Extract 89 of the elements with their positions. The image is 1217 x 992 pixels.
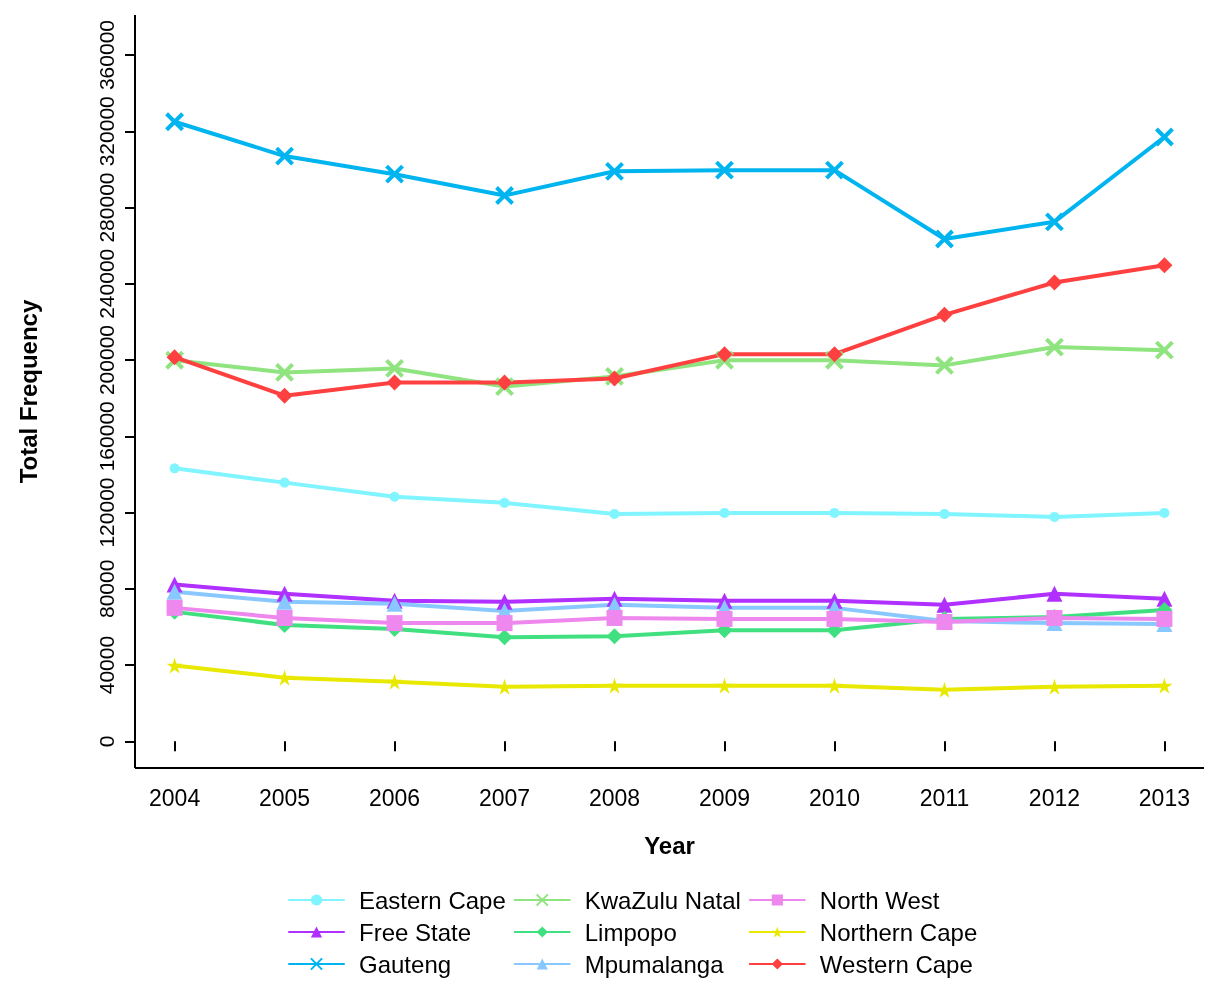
point xyxy=(386,615,403,632)
legend-label: Eastern Cape xyxy=(359,886,506,914)
point xyxy=(826,346,843,363)
point xyxy=(826,610,843,627)
point xyxy=(826,677,843,694)
point xyxy=(1154,127,1175,148)
point xyxy=(1046,585,1063,602)
point xyxy=(1156,610,1173,627)
point xyxy=(714,350,735,371)
y-tick-label: 320000 xyxy=(95,96,118,167)
point xyxy=(719,507,730,518)
point xyxy=(824,160,845,181)
point xyxy=(934,355,955,376)
point xyxy=(716,346,733,363)
point xyxy=(494,185,515,206)
point xyxy=(1159,507,1170,518)
legend-label: Northern Cape xyxy=(819,918,978,946)
y-tick-label: 160000 xyxy=(95,401,118,472)
point xyxy=(276,387,293,404)
point xyxy=(386,673,403,690)
point xyxy=(824,350,845,371)
point xyxy=(934,228,955,249)
y-tick-label: 200000 xyxy=(95,325,118,396)
point xyxy=(1156,257,1173,274)
point xyxy=(274,362,295,383)
point xyxy=(716,677,733,694)
point xyxy=(606,628,623,645)
x-tick-label: 2011 xyxy=(919,784,970,811)
legend-label: Mpumalanga xyxy=(584,950,725,978)
point xyxy=(606,677,623,694)
x-tick-label: 2005 xyxy=(258,784,311,811)
point xyxy=(166,583,183,600)
legend-label: Limpopo xyxy=(584,918,677,946)
x-axis-title: Year xyxy=(644,831,695,859)
legend-label: North West xyxy=(819,886,940,914)
point xyxy=(1046,274,1063,291)
x-tick-label: 2013 xyxy=(1138,784,1190,811)
point xyxy=(936,306,953,323)
y-axis-title: Total Frequency xyxy=(14,299,42,484)
legend-label: Western Cape xyxy=(819,950,973,978)
y-tick-label: 360000 xyxy=(95,19,118,91)
point xyxy=(1156,677,1173,694)
point xyxy=(1044,337,1065,358)
point xyxy=(166,657,183,674)
y-tick-label: 40000 xyxy=(95,635,118,695)
y-tick-label: 80000 xyxy=(95,559,118,619)
point xyxy=(384,164,405,185)
point xyxy=(1154,340,1175,361)
point xyxy=(384,358,405,379)
x-tick-label: 2006 xyxy=(368,784,421,811)
point xyxy=(279,477,290,488)
point xyxy=(496,374,513,391)
x-tick-label: 2010 xyxy=(808,784,861,811)
point xyxy=(276,609,293,626)
point xyxy=(939,508,950,519)
x-tick-label: 2012 xyxy=(1028,784,1081,811)
y-tick-label: 280000 xyxy=(95,172,118,243)
point xyxy=(164,111,185,132)
point xyxy=(496,615,513,632)
point xyxy=(166,349,183,366)
x-tick-label: 2008 xyxy=(588,784,641,811)
y-tick-label: 120000 xyxy=(95,477,118,548)
point xyxy=(496,629,513,646)
point xyxy=(609,508,620,519)
point xyxy=(494,376,515,397)
legend-label: Free State xyxy=(359,918,472,946)
point xyxy=(166,599,183,616)
x-tick-label: 2007 xyxy=(478,784,531,811)
y-tick-label: 0 xyxy=(95,735,118,748)
y-tick-label: 240000 xyxy=(95,248,118,319)
point xyxy=(716,610,733,627)
point xyxy=(714,160,735,181)
point xyxy=(1044,211,1065,232)
point xyxy=(276,593,293,610)
legend-label: Gauteng xyxy=(359,950,452,978)
x-tick-label: 2004 xyxy=(149,784,201,811)
point xyxy=(1049,511,1060,522)
point xyxy=(604,161,625,182)
point xyxy=(499,497,510,508)
x-tick-label: 2009 xyxy=(698,784,751,811)
point xyxy=(169,463,180,474)
point xyxy=(389,491,400,502)
point xyxy=(936,596,953,613)
legend-label: KwaZulu Natal xyxy=(584,886,741,914)
point xyxy=(164,350,185,371)
point xyxy=(386,374,403,391)
point xyxy=(606,609,623,626)
point xyxy=(274,146,295,167)
point xyxy=(829,507,840,518)
